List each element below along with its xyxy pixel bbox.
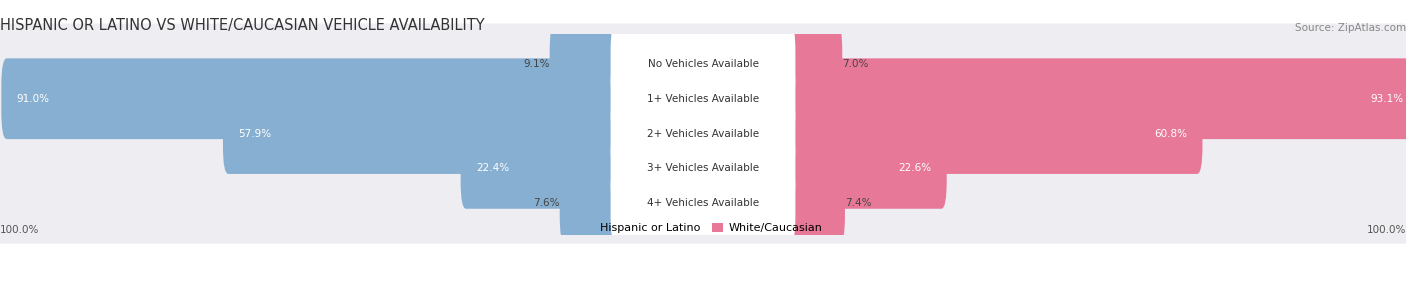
FancyBboxPatch shape [610,58,796,139]
Text: 22.6%: 22.6% [898,163,931,173]
FancyBboxPatch shape [785,93,1202,174]
Text: Source: ZipAtlas.com: Source: ZipAtlas.com [1295,23,1406,33]
FancyBboxPatch shape [610,163,796,244]
Text: 22.4%: 22.4% [477,163,509,173]
FancyBboxPatch shape [0,23,1406,104]
FancyBboxPatch shape [0,93,1406,174]
Text: 9.1%: 9.1% [523,59,550,69]
FancyBboxPatch shape [550,23,621,104]
Text: 7.4%: 7.4% [845,198,872,208]
Text: 4+ Vehicles Available: 4+ Vehicles Available [647,198,759,208]
Text: 7.6%: 7.6% [533,198,560,208]
Text: 100.0%: 100.0% [1367,225,1406,235]
Text: 2+ Vehicles Available: 2+ Vehicles Available [647,128,759,138]
Text: 1+ Vehicles Available: 1+ Vehicles Available [647,94,759,104]
FancyBboxPatch shape [0,163,1406,244]
FancyBboxPatch shape [785,128,946,209]
FancyBboxPatch shape [610,23,796,104]
Legend: Hispanic or Latino, White/Caucasian: Hispanic or Latino, White/Caucasian [583,223,823,233]
FancyBboxPatch shape [785,163,845,244]
FancyBboxPatch shape [1,58,621,139]
FancyBboxPatch shape [0,128,1406,209]
Text: 7.0%: 7.0% [842,59,869,69]
Text: 91.0%: 91.0% [17,94,49,104]
FancyBboxPatch shape [0,58,1406,139]
FancyBboxPatch shape [560,163,621,244]
FancyBboxPatch shape [785,23,842,104]
Text: 93.1%: 93.1% [1371,94,1403,104]
Text: HISPANIC OR LATINO VS WHITE/CAUCASIAN VEHICLE AVAILABILITY: HISPANIC OR LATINO VS WHITE/CAUCASIAN VE… [0,17,485,33]
FancyBboxPatch shape [785,58,1406,139]
Text: 3+ Vehicles Available: 3+ Vehicles Available [647,163,759,173]
FancyBboxPatch shape [461,128,621,209]
Text: No Vehicles Available: No Vehicles Available [648,59,758,69]
Text: 57.9%: 57.9% [239,128,271,138]
Text: 100.0%: 100.0% [0,225,39,235]
FancyBboxPatch shape [610,93,796,174]
FancyBboxPatch shape [224,93,621,174]
FancyBboxPatch shape [610,128,796,209]
Text: 60.8%: 60.8% [1154,128,1187,138]
